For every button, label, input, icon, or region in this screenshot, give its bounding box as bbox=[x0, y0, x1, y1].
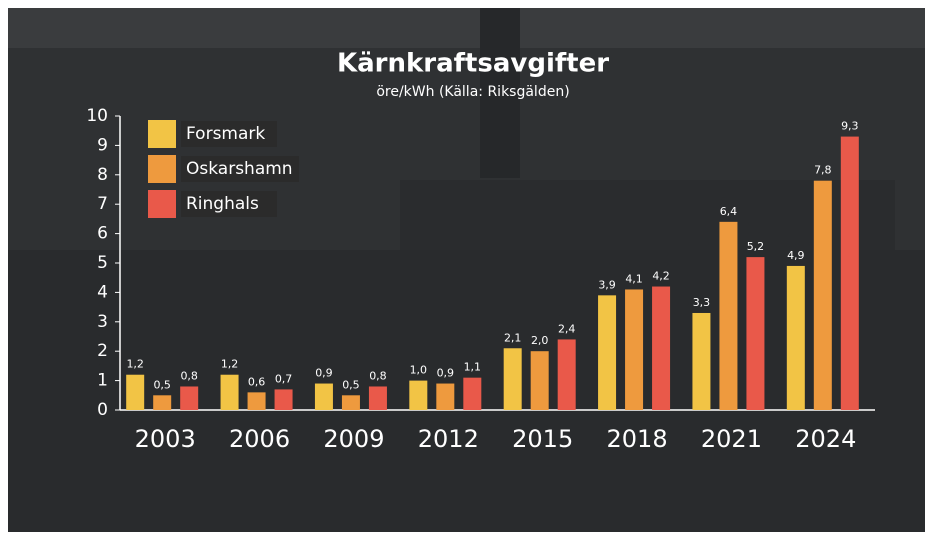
y-tick-label: 4 bbox=[97, 282, 108, 302]
y-tick-label: 0 bbox=[97, 400, 108, 420]
bar bbox=[126, 375, 144, 410]
legend-swatch bbox=[148, 190, 176, 218]
bar bbox=[625, 289, 643, 410]
legend-swatch bbox=[148, 155, 176, 183]
value-label: 0,9 bbox=[315, 367, 333, 380]
x-tick-label: 2009 bbox=[323, 425, 384, 453]
value-label: 0,5 bbox=[153, 378, 171, 391]
value-label: 0,8 bbox=[180, 369, 198, 382]
bar bbox=[598, 295, 616, 410]
y-tick-label: 7 bbox=[97, 194, 108, 214]
y-tick-label: 5 bbox=[97, 253, 108, 273]
y-tick-label: 1 bbox=[97, 371, 108, 391]
y-tick-label: 10 bbox=[86, 106, 108, 126]
value-label: 4,9 bbox=[787, 249, 805, 262]
bar bbox=[746, 257, 764, 410]
value-label: 0,5 bbox=[342, 378, 360, 391]
bar bbox=[463, 378, 481, 410]
chart: Kärnkraftsavgifter öre/kWh (Källa: Riksg… bbox=[0, 0, 938, 535]
y-tick-label: 6 bbox=[97, 224, 108, 244]
legend-swatch bbox=[148, 120, 176, 148]
value-label: 4,1 bbox=[625, 272, 643, 285]
value-label: 7,8 bbox=[814, 164, 832, 177]
y-tick-label: 2 bbox=[97, 341, 108, 361]
value-label: 5,2 bbox=[747, 240, 765, 253]
bar bbox=[787, 266, 805, 410]
y-tick-label: 9 bbox=[97, 135, 108, 155]
bar bbox=[342, 395, 360, 410]
bar bbox=[558, 339, 576, 410]
bar bbox=[692, 313, 710, 410]
value-label: 2,4 bbox=[558, 322, 576, 335]
bar bbox=[153, 395, 171, 410]
bar bbox=[275, 389, 293, 410]
bar bbox=[652, 287, 670, 410]
x-tick-label: 2006 bbox=[229, 425, 290, 453]
value-label: 4,2 bbox=[652, 270, 670, 283]
value-label: 0,8 bbox=[369, 369, 387, 382]
bar bbox=[369, 386, 387, 410]
legend-label: Ringhals bbox=[186, 194, 259, 214]
y-tick-label: 3 bbox=[97, 312, 108, 332]
value-label: 2,0 bbox=[531, 334, 549, 347]
sky-band bbox=[8, 8, 925, 48]
x-tick-label: 2015 bbox=[512, 425, 573, 453]
value-label: 1,2 bbox=[126, 358, 144, 371]
bar bbox=[719, 222, 737, 410]
chart-title: Kärnkraftsavgifter bbox=[337, 49, 609, 79]
x-tick-label: 2024 bbox=[795, 425, 856, 453]
value-label: 6,4 bbox=[720, 205, 738, 218]
value-label: 3,3 bbox=[693, 296, 711, 309]
bar bbox=[180, 386, 198, 410]
value-label: 2,1 bbox=[504, 331, 522, 344]
bar bbox=[436, 384, 454, 410]
x-tick-label: 2003 bbox=[135, 425, 196, 453]
bar bbox=[248, 392, 266, 410]
bar bbox=[221, 375, 239, 410]
bar bbox=[814, 181, 832, 410]
bar bbox=[504, 348, 522, 410]
bar bbox=[315, 384, 333, 410]
value-label: 0,7 bbox=[275, 372, 293, 385]
x-tick-label: 2012 bbox=[418, 425, 479, 453]
chart-subtitle: öre/kWh (Källa: Riksgälden) bbox=[376, 84, 569, 100]
legend-label: Forsmark bbox=[186, 124, 265, 144]
value-label: 1,1 bbox=[464, 361, 482, 374]
value-label: 1,0 bbox=[410, 364, 428, 377]
y-tick-label: 8 bbox=[97, 165, 108, 185]
value-label: 0,6 bbox=[248, 375, 266, 388]
value-label: 9,3 bbox=[841, 120, 859, 133]
x-tick-label: 2021 bbox=[701, 425, 762, 453]
bar bbox=[841, 137, 859, 410]
value-label: 0,9 bbox=[437, 367, 455, 380]
x-tick-label: 2018 bbox=[607, 425, 668, 453]
value-label: 3,9 bbox=[598, 278, 616, 291]
value-label: 1,2 bbox=[221, 358, 239, 371]
legend-label: Oskarshamn bbox=[186, 159, 293, 179]
bar bbox=[409, 381, 427, 410]
bar bbox=[531, 351, 549, 410]
